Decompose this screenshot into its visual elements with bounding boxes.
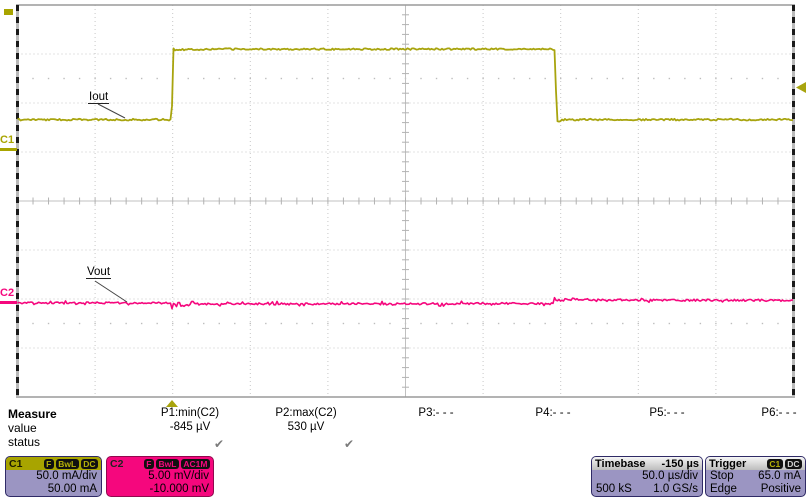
c2-coupling-badge: AC1M xyxy=(180,458,210,469)
measure-param-p2-label: P2:max(C2) xyxy=(275,407,337,419)
trigger-coupling-badge: DC xyxy=(784,458,802,469)
trigger-descriptor-box[interactable]: Trigger C1 DC Stop 65.0 mA Edge Positive xyxy=(705,456,806,497)
p1-status-check-icon: ✔ xyxy=(214,437,225,451)
p2-status-check-icon: ✔ xyxy=(344,437,355,451)
vout-annotation-label: Vout xyxy=(86,266,112,279)
c1-offset-value: 50.00 mA xyxy=(47,483,97,495)
c1-grid-indicator xyxy=(4,9,13,15)
measure-param-p1-value: -845 µV xyxy=(169,421,211,433)
c2-channel-label: C2 xyxy=(110,457,124,470)
c1-bandwidth-limit-badge: BwL xyxy=(55,458,79,469)
trigger-level-marker-icon[interactable] xyxy=(796,82,806,93)
measure-param-p1-label: P1:min(C2) xyxy=(160,407,220,419)
measure-status-row-label: status xyxy=(8,435,41,449)
trigger-mode-label: Stop xyxy=(710,470,734,482)
measure-param-p6[interactable]: P6:- - - xyxy=(724,407,809,421)
c2-descriptor-box[interactable]: C2 F BwL AC1M 5.00 mV/div -10.000 mV xyxy=(106,456,214,497)
c2-offset-value: -10.000 mV xyxy=(149,483,209,495)
timebase-header: Timebase -150 µs xyxy=(592,457,702,470)
trigger-level-value: 65.0 mA xyxy=(758,470,801,482)
trigger-type-label: Edge xyxy=(710,483,737,495)
c1-scale-value: 50.0 mA/div xyxy=(36,470,97,482)
trigger-time-marker-icon[interactable] xyxy=(166,400,178,407)
trigger-slope-value: Positive xyxy=(760,483,801,495)
measure-value-row-label: value xyxy=(8,421,37,435)
iout-pointer-line xyxy=(97,103,126,119)
timebase-title: Timebase xyxy=(595,457,646,470)
c1-filter-badge: F xyxy=(43,458,54,469)
measure-param-p2[interactable]: P2:max(C2) 530 µV xyxy=(251,407,361,434)
measure-param-p4-label: P4:- - - xyxy=(535,407,571,419)
measure-param-p3-label: P3:- - - xyxy=(418,407,454,419)
c2-position-marker-bar xyxy=(0,301,17,304)
c1-coupling-badge: DC xyxy=(80,458,98,469)
trigger-source-badge: C1 xyxy=(766,458,783,469)
timebase-delay-value: -150 µs xyxy=(661,457,699,470)
c2-filter-badge: F xyxy=(143,458,154,469)
measure-param-p1[interactable]: P1:min(C2) -845 µV xyxy=(135,407,245,434)
c2-scale-value: 5.00 mV/div xyxy=(148,470,209,482)
trigger-header: Trigger C1 DC xyxy=(706,457,805,470)
measure-section-title: Measure xyxy=(8,407,57,421)
timebase-samples-value: 500 kS xyxy=(596,483,632,495)
timebase-samplerate-value: 1.0 GS/s xyxy=(653,483,698,495)
vout-pointer-line xyxy=(94,280,128,303)
c1-channel-label: C1 xyxy=(9,457,23,470)
c1-trace[interactable] xyxy=(17,47,794,123)
measure-param-p2-value: 530 µV xyxy=(287,421,325,433)
c2-position-marker-label: C2 xyxy=(0,287,15,299)
measure-param-p5[interactable]: P5:- - - xyxy=(612,407,722,421)
c1-position-marker-label: C1 xyxy=(0,134,15,146)
measure-param-p4[interactable]: P4:- - - xyxy=(498,407,608,421)
graticule xyxy=(16,4,795,398)
measure-param-p5-label: P5:- - - xyxy=(649,407,685,419)
c1-descriptor-box[interactable]: C1 F BwL DC 50.0 mA/div 50.00 mA xyxy=(5,456,102,497)
c1-descriptor-header: C1 F BwL DC xyxy=(6,457,101,470)
iout-annotation-label: Iout xyxy=(88,91,110,104)
c2-position-marker[interactable]: C2 xyxy=(0,288,18,304)
timebase-scale-value: 50.0 µs/div xyxy=(642,470,698,482)
c2-descriptor-header: C2 F BwL AC1M xyxy=(107,457,213,470)
c1-position-marker-bar xyxy=(0,148,17,151)
c1-position-marker[interactable]: C1 xyxy=(0,135,18,151)
trigger-title: Trigger xyxy=(709,457,747,470)
c2-bandwidth-limit-badge: BwL xyxy=(155,458,179,469)
measure-param-p3[interactable]: P3:- - - xyxy=(381,407,491,421)
measure-param-p6-label: P6:- - - xyxy=(761,407,797,419)
timebase-descriptor-box[interactable]: Timebase -150 µs 50.0 µs/div 500 kS 1.0 … xyxy=(591,456,703,497)
c2-trace[interactable] xyxy=(17,296,794,310)
